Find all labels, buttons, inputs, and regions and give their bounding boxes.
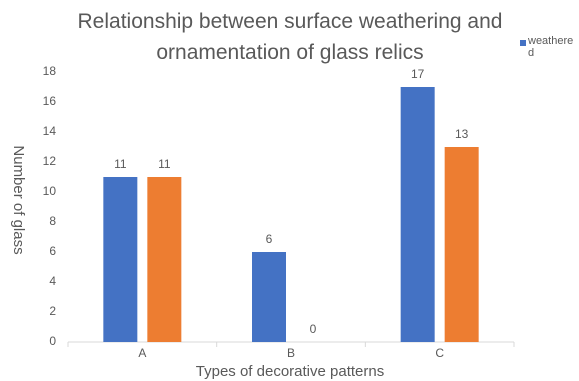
y-tick-label: 12 <box>43 154 57 168</box>
bar <box>400 87 435 342</box>
legend-key <box>520 40 526 46</box>
x-tick-label: C <box>435 346 444 360</box>
legend: weathered <box>520 35 576 59</box>
data-label: 6 <box>266 232 273 246</box>
y-tick-label: 14 <box>43 124 57 138</box>
bar <box>444 147 479 342</box>
data-label: 11 <box>158 157 171 171</box>
y-tick-label: 16 <box>43 94 57 108</box>
x-tick-label: A <box>138 346 146 360</box>
y-tick-label: 4 <box>49 274 56 288</box>
y-tick-label: 6 <box>49 244 56 258</box>
y-axis-title: Number of glass <box>10 145 27 254</box>
y-tick-label: 0 <box>49 334 56 348</box>
bar <box>103 177 138 342</box>
data-label: 17 <box>411 67 425 81</box>
bar <box>147 177 182 342</box>
x-tick-label: B <box>287 346 295 360</box>
chart-title: Relationship between surface weathering … <box>77 10 503 64</box>
x-axis-title: Types of decorative patterns <box>196 363 384 380</box>
data-label: 13 <box>455 127 469 141</box>
data-label: 0 <box>310 322 317 336</box>
y-tick-label: 10 <box>43 184 57 198</box>
bar <box>252 252 286 342</box>
y-tick-label: 18 <box>43 64 57 78</box>
y-tick-label: 2 <box>49 304 56 318</box>
y-tick-label: 8 <box>49 214 56 228</box>
data-label: 11 <box>114 157 127 171</box>
legend-label: weathered <box>528 35 574 59</box>
